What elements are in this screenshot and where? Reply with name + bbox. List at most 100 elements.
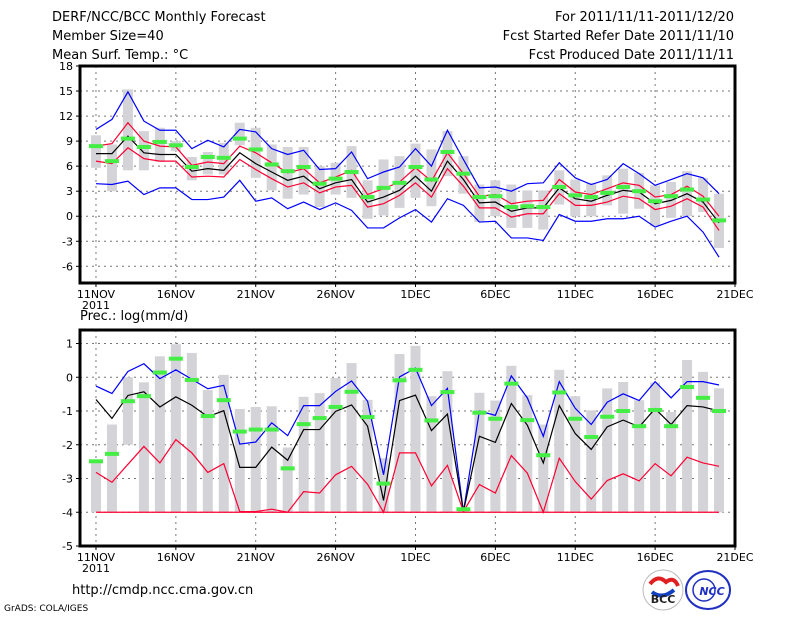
- ensemble-box: [202, 390, 213, 513]
- ensemble-box: [250, 406, 261, 513]
- ensemble-box: [570, 396, 581, 513]
- observed-marker: [312, 181, 327, 186]
- observed-marker: [616, 409, 631, 413]
- ensemble-box: [522, 395, 533, 513]
- forecast-period: For 2011/11/11-2011/12/20: [555, 10, 734, 25]
- observed-marker: [104, 159, 119, 164]
- plot-frame: [78, 328, 737, 548]
- bcc-logo: BCC: [642, 569, 684, 611]
- y-tick-label: -5: [62, 540, 73, 553]
- ensemble-box: [298, 396, 309, 513]
- produced-date: Fcst Produced Date 2011/11/11: [528, 48, 734, 63]
- series-lower-spread: [95, 147, 720, 231]
- observed-marker: [312, 416, 327, 421]
- ensemble-box: [490, 180, 501, 217]
- y-tick-label: 0: [66, 210, 73, 223]
- grads-credit: GrADS: COLA/IGES: [4, 604, 89, 614]
- y-tick-label: -3: [62, 473, 73, 486]
- ensemble-box: [282, 447, 293, 513]
- y-tick-label: -1: [62, 405, 73, 418]
- observed-marker: [152, 370, 167, 375]
- observed-marker: [232, 429, 247, 434]
- ensemble-box: [714, 388, 725, 513]
- y-tick-label: 6: [66, 160, 73, 173]
- website-link[interactable]: http://cmdp.ncc.cma.gov.cn: [72, 583, 254, 598]
- observed-marker: [184, 377, 199, 382]
- observed-marker: [440, 390, 455, 395]
- ensemble-box: [586, 182, 597, 217]
- observed-marker: [584, 195, 599, 200]
- series-ensemble-max: [95, 90, 720, 195]
- observed-marker: [536, 205, 551, 210]
- ensemble-box: [234, 122, 245, 146]
- ensemble-box: [538, 190, 549, 230]
- observed-marker: [280, 169, 295, 174]
- observed-marker: [424, 177, 439, 182]
- x-tick-label: 21DEC: [716, 551, 753, 564]
- series-ensemble-min: [95, 179, 720, 258]
- ensemble-box: [218, 374, 229, 513]
- ensemble-box: [266, 406, 277, 513]
- observed-marker: [456, 171, 471, 176]
- observed-marker: [296, 422, 311, 427]
- observed-marker: [120, 136, 135, 141]
- observed-marker: [408, 164, 423, 169]
- observed-marker: [632, 189, 647, 194]
- ensemble-box: [586, 410, 597, 513]
- ensemble-box: [618, 168, 629, 214]
- ensemble-box: [410, 345, 421, 513]
- ensemble-box: [650, 185, 661, 227]
- y-tick-label: 15: [59, 85, 73, 98]
- x-tick-label: 16NOV: [157, 288, 196, 301]
- observed-marker: [520, 418, 535, 423]
- observed-marker: [88, 459, 103, 464]
- observed-marker: [696, 197, 711, 202]
- ensemble-box: [346, 363, 357, 513]
- ensemble-box: [490, 400, 501, 513]
- observed-marker: [712, 409, 727, 413]
- ensemble-box: [634, 400, 645, 513]
- ensemble-box: [90, 135, 101, 168]
- x-tick-label: 16NOV: [157, 551, 196, 564]
- observed-marker: [184, 164, 199, 169]
- observed-marker: [88, 144, 103, 149]
- observed-marker: [408, 367, 423, 372]
- y-tick-label: 0: [66, 371, 73, 384]
- y-tick-label: 9: [66, 135, 73, 148]
- observed-marker: [536, 453, 551, 458]
- x-tick-label: 26NOV: [317, 288, 356, 301]
- observed-marker: [344, 169, 359, 174]
- y-tick-label: 1: [66, 338, 73, 351]
- observed-marker: [440, 149, 455, 154]
- ensemble-box: [618, 381, 629, 513]
- x-tick-year-label: 2011: [82, 299, 110, 312]
- x-tick-label: 6DEC: [480, 551, 510, 564]
- observed-marker: [600, 414, 615, 419]
- ensemble-box: [234, 408, 245, 513]
- ensemble-box: [170, 344, 181, 513]
- plot-frame: [78, 64, 737, 285]
- observed-marker: [696, 395, 711, 400]
- observed-marker: [584, 434, 599, 439]
- x-tick-year-label: 2011: [82, 562, 110, 575]
- x-tick-label: 11NOV: [77, 288, 116, 301]
- observed-marker: [504, 205, 519, 210]
- ensemble-box: [106, 144, 117, 192]
- observed-marker: [216, 398, 231, 403]
- observed-marker: [136, 394, 151, 399]
- observed-marker: [392, 378, 407, 383]
- x-tick-label: 16DEC: [637, 288, 674, 301]
- series-ensemble-mean: [95, 391, 720, 512]
- observed-marker: [632, 424, 647, 429]
- ensemble-box: [362, 399, 373, 513]
- observed-marker: [328, 176, 343, 181]
- x-tick-label: 21DEC: [716, 288, 753, 301]
- ensemble-box: [122, 377, 133, 445]
- figure-title: DERF/NCC/BCC Monthly Forecast: [52, 10, 266, 25]
- ensemble-box: [522, 190, 533, 228]
- observed-marker: [712, 218, 727, 223]
- series-upper-spread: [95, 438, 720, 515]
- observed-marker: [616, 185, 631, 190]
- observed-marker: [216, 155, 231, 160]
- ncc-logo-text: NCC: [699, 585, 724, 598]
